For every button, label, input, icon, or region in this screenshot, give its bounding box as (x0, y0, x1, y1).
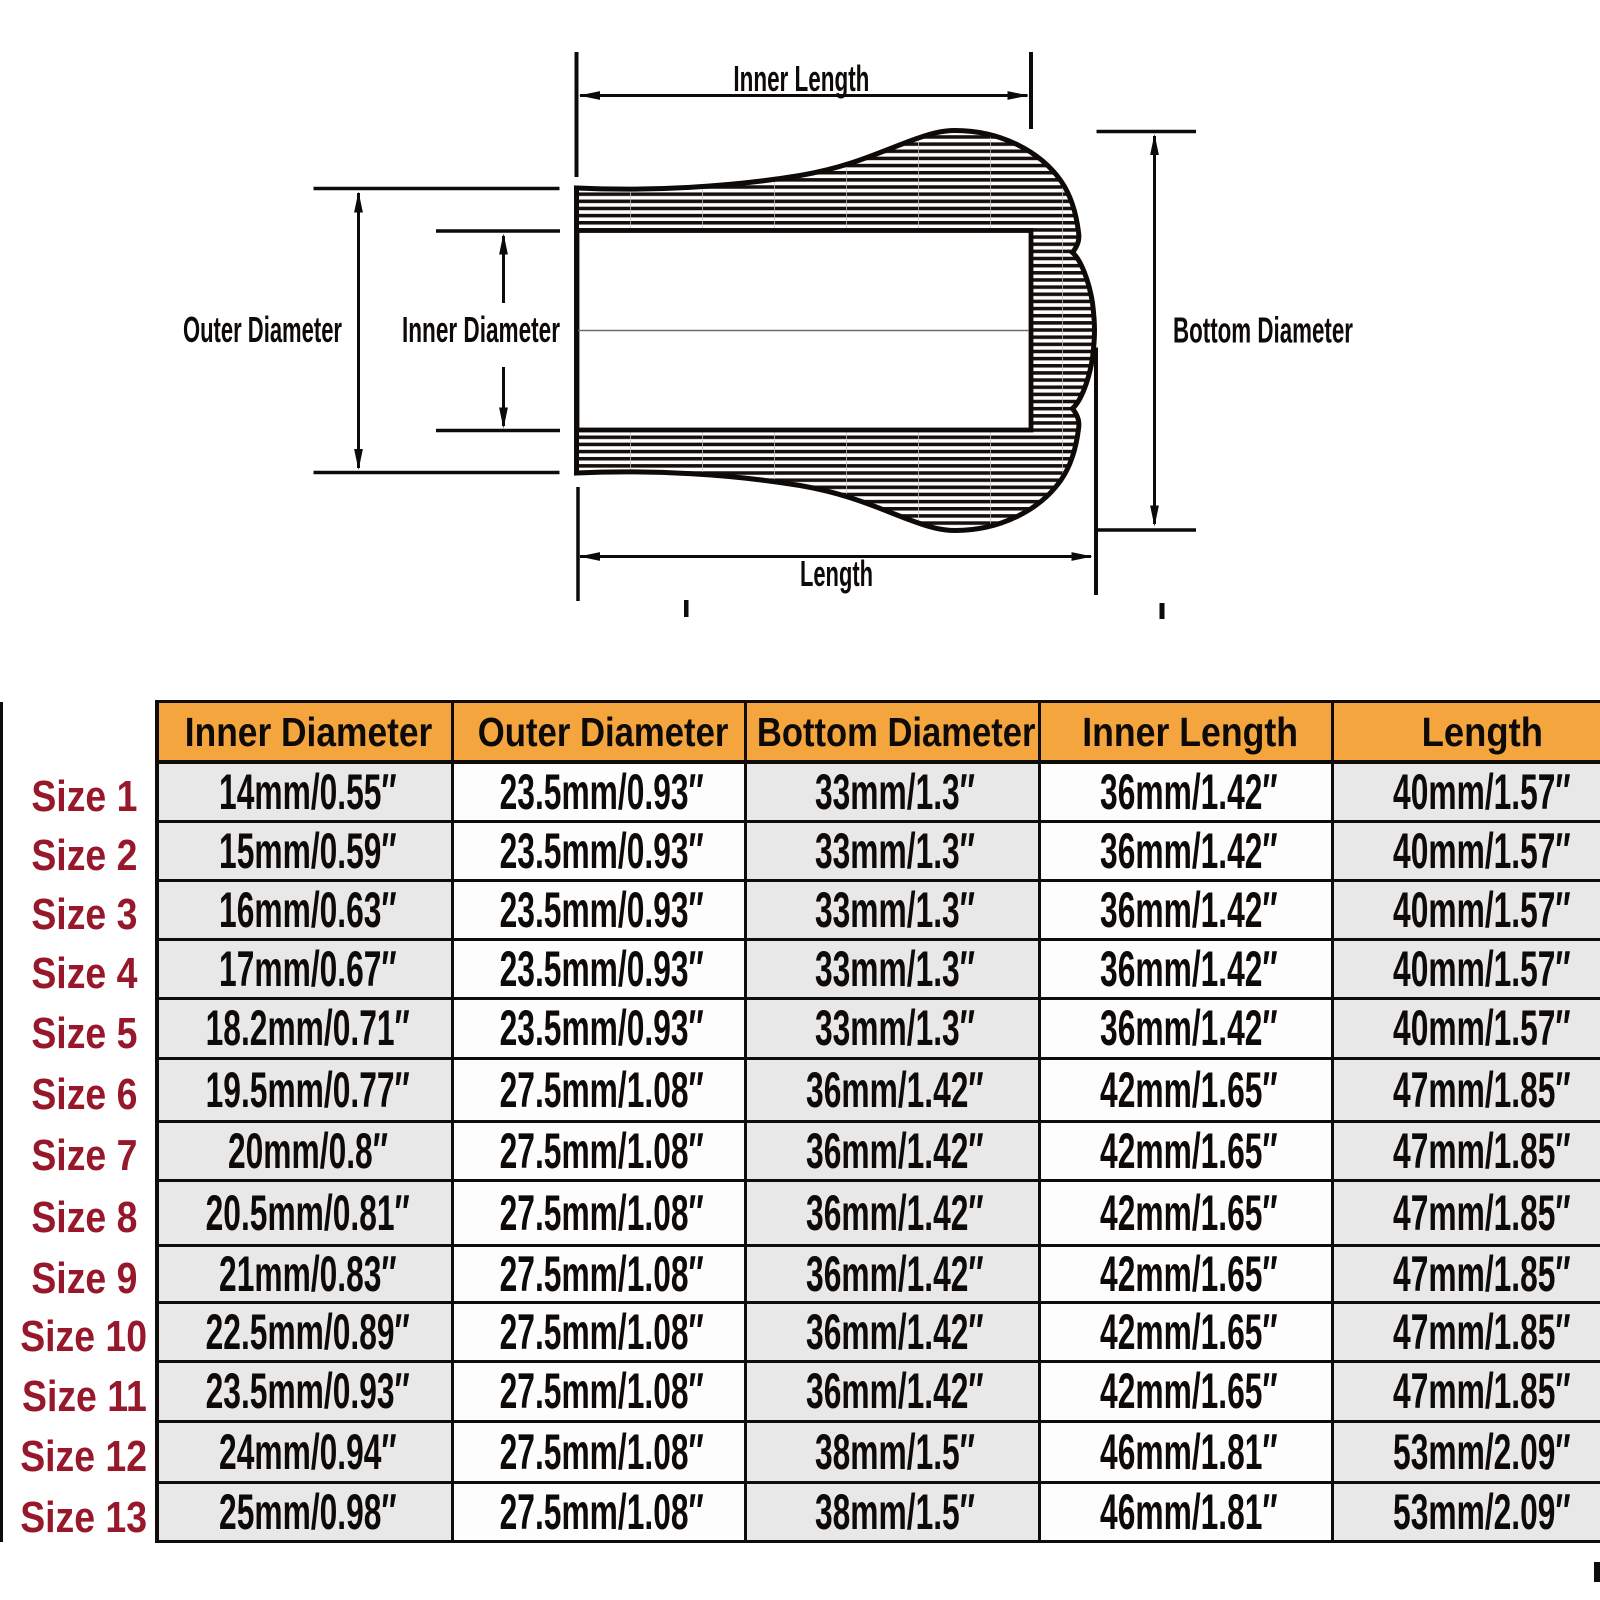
svg-text:Inner Diameter: Inner Diameter (402, 309, 560, 350)
svg-text:Length: Length (800, 553, 873, 594)
svg-text:Outer Diameter: Outer Diameter (183, 309, 342, 350)
svg-text:Bottom Diameter: Bottom Diameter (1173, 310, 1353, 351)
svg-text:Inner Length: Inner Length (733, 58, 869, 99)
